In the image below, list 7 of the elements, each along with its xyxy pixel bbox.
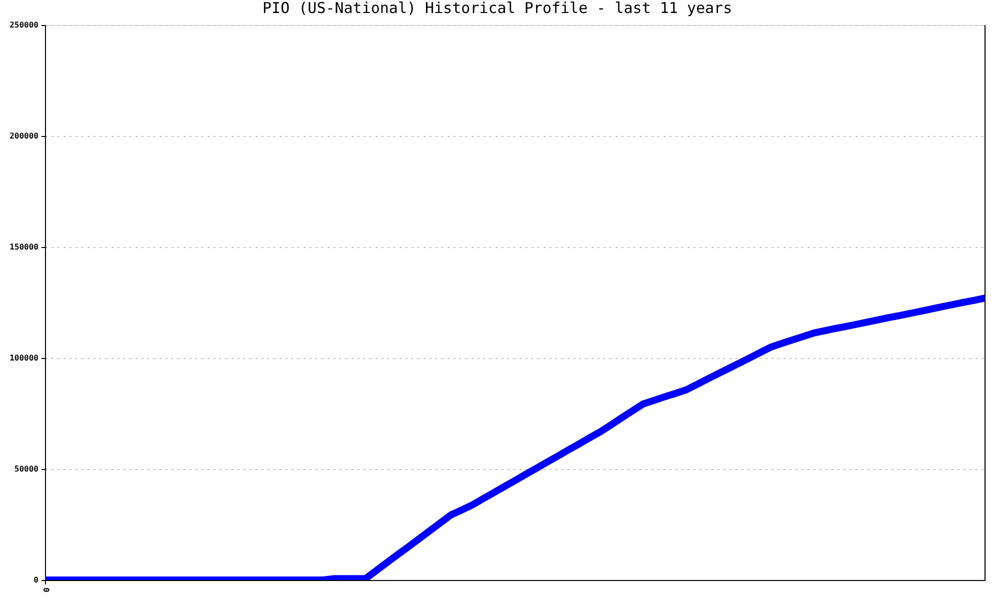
y-tick-label: 0	[34, 576, 39, 584]
y-tick-label: 50000	[14, 464, 39, 474]
y-tick-label: 150000	[10, 242, 39, 252]
chart-title: PIO (US-National) Historical Profile - last 11 years	[262, 0, 732, 17]
y-tick-label: 200000	[10, 132, 39, 140]
y-tick-label: 250000	[10, 20, 39, 30]
y-tick-label: 100000	[10, 354, 39, 362]
